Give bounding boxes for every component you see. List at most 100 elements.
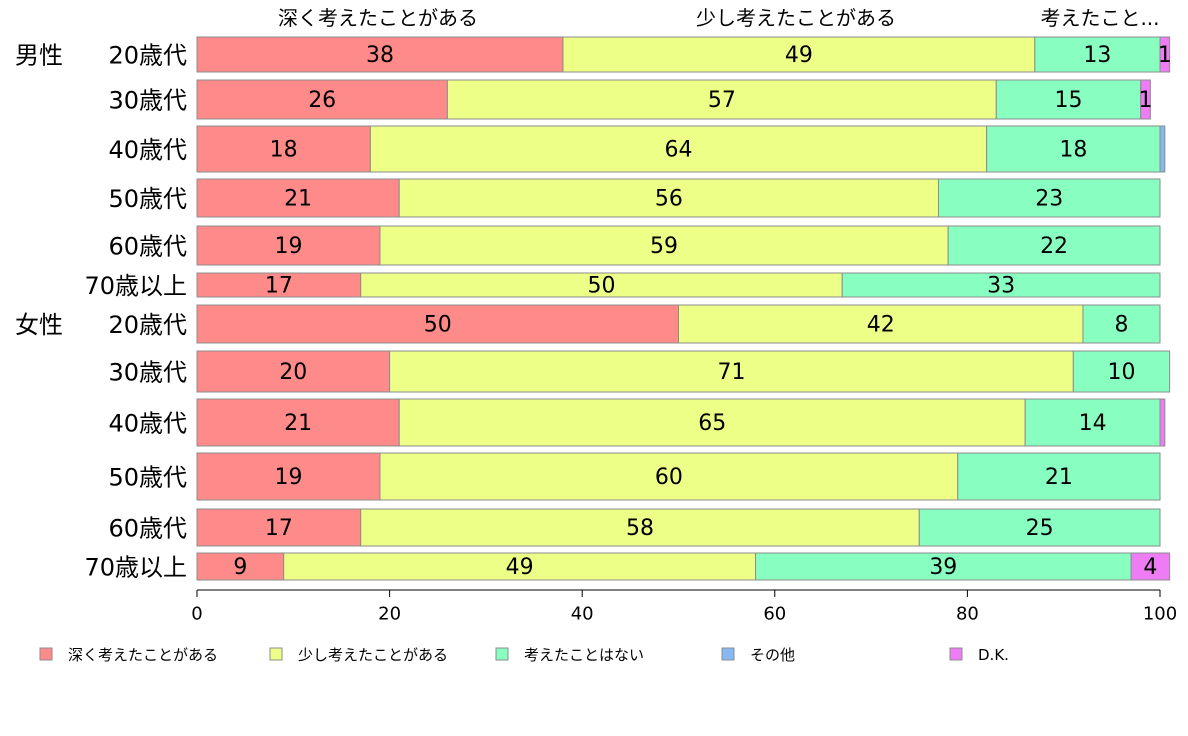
data-label: 21 bbox=[284, 411, 312, 436]
bar-segment bbox=[1159, 398, 1166, 447]
data-label: 57 bbox=[708, 88, 736, 113]
bar-segment bbox=[995, 79, 1142, 120]
data-label: 17 bbox=[265, 516, 293, 541]
bar-segment bbox=[947, 225, 1161, 266]
bar-segment bbox=[678, 304, 1084, 344]
data-label: 1 bbox=[1158, 43, 1172, 68]
data-label: 18 bbox=[1059, 138, 1087, 163]
bar-segment bbox=[379, 225, 949, 266]
data-label: 20 bbox=[279, 360, 307, 385]
top-series-label: 深く考えたことがある bbox=[278, 6, 478, 30]
x-tick-label: 60 bbox=[763, 604, 786, 625]
bar-segment bbox=[1159, 36, 1171, 73]
category-label: 20歳代 bbox=[108, 42, 187, 70]
bar-segment bbox=[957, 452, 1161, 501]
data-label: 26 bbox=[308, 88, 336, 113]
x-tick-label: 0 bbox=[191, 604, 202, 625]
data-label: 21 bbox=[1045, 465, 1073, 490]
data-label: 65 bbox=[698, 411, 726, 436]
legend-swatch bbox=[495, 647, 509, 661]
group-label: 女性 bbox=[15, 311, 63, 339]
data-label: 50 bbox=[587, 274, 615, 299]
data-label: 18 bbox=[270, 138, 298, 163]
legend-label: その他 bbox=[750, 646, 795, 664]
bar-segment bbox=[196, 350, 391, 393]
data-label: 19 bbox=[274, 234, 302, 259]
data-label: 58 bbox=[626, 516, 654, 541]
bar-segment bbox=[389, 350, 1074, 393]
bar-segment bbox=[1130, 552, 1171, 581]
bar-segment bbox=[283, 552, 757, 581]
legend-swatch bbox=[269, 647, 283, 661]
data-label: 49 bbox=[506, 555, 534, 580]
bar-segment bbox=[841, 272, 1161, 298]
group-label: 男性 bbox=[15, 42, 63, 70]
bar-segment bbox=[360, 508, 920, 547]
bar-segment bbox=[398, 178, 940, 218]
bar-segment bbox=[196, 452, 381, 501]
bar-segment bbox=[369, 125, 988, 173]
bar-segment bbox=[196, 36, 564, 73]
data-label: 19 bbox=[274, 465, 302, 490]
data-label: 1 bbox=[1139, 88, 1153, 113]
bar-segment bbox=[196, 508, 362, 547]
top-series-label: 考えたこと... bbox=[1040, 6, 1159, 30]
bar-segment bbox=[196, 125, 371, 173]
bar-segment bbox=[938, 178, 1161, 218]
data-label: 23 bbox=[1035, 187, 1063, 212]
bar-segment bbox=[196, 225, 381, 266]
bar-segment bbox=[379, 452, 959, 501]
data-label: 14 bbox=[1079, 411, 1107, 436]
bar-segment bbox=[1140, 79, 1151, 120]
category-label: 20歳代 bbox=[108, 311, 187, 339]
category-label: 50歳代 bbox=[108, 185, 187, 213]
data-label: 22 bbox=[1040, 234, 1068, 259]
data-label: 13 bbox=[1083, 43, 1111, 68]
category-label: 70歳以上 bbox=[84, 272, 187, 300]
data-label: 64 bbox=[665, 138, 693, 163]
x-tick-label: 40 bbox=[571, 604, 594, 625]
data-label: 49 bbox=[785, 43, 813, 68]
legend-swatch bbox=[949, 647, 963, 661]
bar-segment bbox=[360, 272, 843, 298]
bar-segment bbox=[398, 398, 1026, 447]
category-label: 60歳代 bbox=[108, 515, 187, 543]
category-label: 30歳代 bbox=[108, 87, 187, 115]
x-tick-label: 20 bbox=[378, 604, 401, 625]
bar-segment bbox=[986, 125, 1161, 173]
data-label: 56 bbox=[655, 187, 683, 212]
bar-segment bbox=[196, 552, 285, 581]
data-label: 33 bbox=[987, 274, 1015, 299]
bar-segment bbox=[196, 398, 400, 447]
top-series-label: 少し考えたことがある bbox=[696, 6, 896, 30]
data-label: 39 bbox=[929, 555, 957, 580]
category-label: 40歳代 bbox=[108, 136, 187, 164]
bar-segment bbox=[918, 508, 1161, 547]
data-label: 4 bbox=[1143, 555, 1157, 580]
legend-label: 深く考えたことがある bbox=[68, 646, 218, 664]
data-label: 38 bbox=[366, 43, 394, 68]
legend-label: D.K. bbox=[978, 646, 1009, 664]
data-label: 59 bbox=[650, 234, 678, 259]
data-label: 42 bbox=[867, 313, 895, 338]
legend-swatch bbox=[721, 647, 735, 661]
bar-segment bbox=[196, 304, 679, 344]
x-tick-label: 100 bbox=[1143, 604, 1177, 625]
bar-segment bbox=[446, 79, 997, 120]
data-label: 25 bbox=[1026, 516, 1054, 541]
data-label: 21 bbox=[284, 187, 312, 212]
category-label: 50歳代 bbox=[108, 464, 187, 492]
category-label: 30歳代 bbox=[108, 359, 187, 387]
x-tick-label: 80 bbox=[956, 604, 979, 625]
bar-segment bbox=[1072, 350, 1171, 393]
data-label: 10 bbox=[1107, 360, 1135, 385]
data-label: 17 bbox=[265, 274, 293, 299]
data-label: 9 bbox=[233, 555, 247, 580]
legend-swatch bbox=[39, 647, 53, 661]
bar-segment bbox=[1082, 304, 1161, 344]
data-label: 8 bbox=[1114, 313, 1128, 338]
bar-segment bbox=[1159, 125, 1166, 173]
legend-label: 少し考えたことがある bbox=[298, 646, 448, 664]
data-label: 71 bbox=[717, 360, 745, 385]
